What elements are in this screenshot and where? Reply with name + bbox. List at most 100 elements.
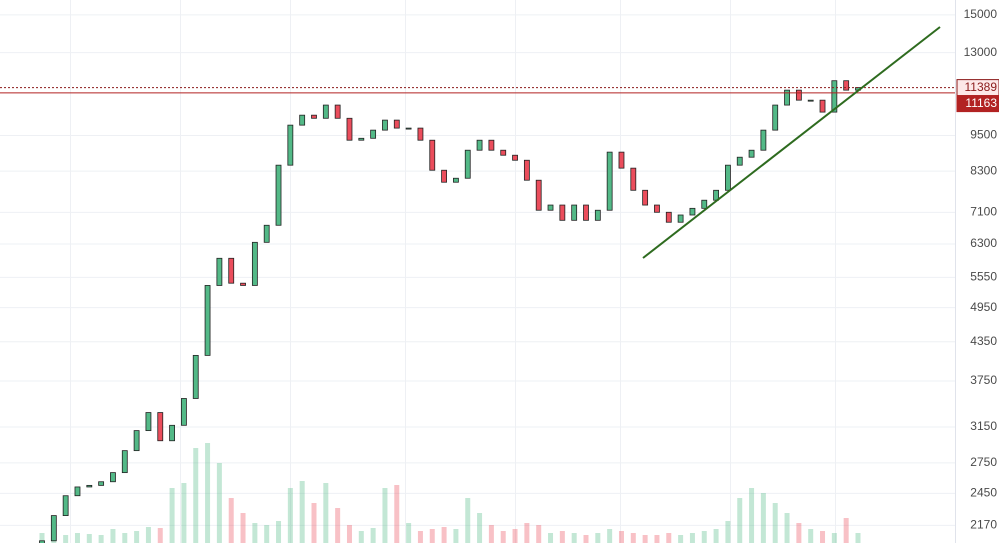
volume-bar bbox=[417, 531, 423, 543]
candle-body bbox=[476, 139, 483, 151]
volume-bar bbox=[429, 529, 435, 543]
volume-bar bbox=[465, 498, 471, 543]
volume-bar bbox=[689, 533, 695, 543]
candle-body bbox=[736, 156, 743, 166]
candle-body bbox=[275, 164, 282, 226]
volume-bar bbox=[193, 448, 199, 543]
volume-bar bbox=[701, 531, 707, 543]
volume-bar bbox=[654, 535, 660, 543]
candle-body bbox=[322, 104, 329, 119]
candle-body bbox=[630, 167, 637, 191]
candle-body bbox=[98, 481, 105, 486]
volume-bar bbox=[713, 529, 719, 543]
candle-body bbox=[594, 209, 601, 221]
candle-body bbox=[429, 139, 436, 171]
volume-bar bbox=[725, 521, 731, 543]
candle-body bbox=[547, 204, 554, 211]
volume-bar bbox=[181, 483, 187, 543]
candle-body bbox=[169, 424, 175, 442]
y-tick-label: 9500 bbox=[970, 128, 997, 142]
candle-body bbox=[843, 80, 850, 91]
volume-bar bbox=[820, 531, 826, 543]
volume-bar bbox=[145, 527, 151, 543]
candle-body bbox=[287, 124, 294, 166]
volume-bar bbox=[524, 523, 530, 543]
volume-bar bbox=[276, 521, 282, 543]
candle-body bbox=[535, 179, 542, 211]
candle-body bbox=[86, 484, 93, 488]
candle-body bbox=[311, 114, 317, 119]
volume-bar bbox=[500, 531, 506, 543]
price-label: 11389 bbox=[965, 80, 998, 94]
candle-body bbox=[654, 204, 660, 213]
candle-body bbox=[110, 472, 116, 483]
candle-body bbox=[453, 177, 459, 183]
candle-body bbox=[559, 204, 566, 221]
volume-bar bbox=[382, 488, 388, 543]
volume-bar bbox=[607, 529, 613, 543]
y-tick-label: 7100 bbox=[970, 205, 997, 219]
candle-body bbox=[701, 199, 708, 209]
candle-body bbox=[523, 159, 530, 181]
volume-bar bbox=[264, 525, 270, 543]
candle-body bbox=[760, 129, 767, 151]
volume-bar bbox=[512, 529, 518, 543]
y-tick-label: 6300 bbox=[970, 236, 997, 250]
volume-bar bbox=[855, 533, 861, 543]
candle-body bbox=[606, 151, 613, 211]
candle-body bbox=[181, 398, 187, 426]
volume-bar bbox=[98, 535, 104, 543]
volume-bar bbox=[808, 529, 814, 543]
candle-body bbox=[405, 127, 412, 130]
candle-body bbox=[677, 214, 684, 223]
volume-bar bbox=[323, 483, 329, 543]
volume-bar bbox=[335, 508, 341, 543]
volume-bar bbox=[618, 531, 624, 543]
volume-bar bbox=[299, 481, 305, 543]
candle-body bbox=[689, 207, 696, 216]
volume-bar bbox=[666, 533, 672, 543]
candle-body bbox=[665, 211, 672, 223]
volume-bar bbox=[441, 527, 447, 543]
candle-body bbox=[346, 117, 353, 141]
y-tick-label: 2450 bbox=[970, 486, 997, 500]
volume-bar bbox=[749, 488, 755, 543]
volume-bar bbox=[63, 535, 69, 543]
volume-bar bbox=[559, 531, 565, 543]
candle-body bbox=[74, 486, 81, 497]
volume-bar bbox=[240, 513, 246, 543]
candle-body bbox=[62, 495, 69, 516]
candle-body bbox=[748, 149, 755, 158]
candle-body bbox=[39, 540, 45, 543]
candle-body bbox=[192, 354, 199, 399]
candle-body bbox=[358, 137, 365, 141]
volume-bar bbox=[536, 525, 542, 543]
trend-line bbox=[642, 26, 941, 259]
candle-body bbox=[157, 412, 164, 442]
candle-body bbox=[382, 119, 388, 131]
volume-bar bbox=[595, 533, 601, 543]
volume-bar bbox=[394, 485, 400, 543]
volume-bar bbox=[134, 531, 140, 543]
volume-bar bbox=[642, 535, 648, 543]
volume-bar bbox=[737, 498, 743, 543]
candle-body bbox=[50, 515, 57, 542]
candle-body bbox=[500, 149, 507, 156]
candle-body bbox=[819, 99, 826, 113]
candle-body bbox=[571, 204, 578, 221]
candle-body bbox=[393, 119, 400, 129]
candle-body bbox=[228, 257, 235, 284]
candle-body bbox=[725, 164, 731, 191]
y-tick-label: 15000 bbox=[964, 7, 998, 21]
y-tick-label: 13000 bbox=[964, 45, 998, 59]
candle-body bbox=[240, 282, 246, 286]
candle-body bbox=[216, 257, 223, 286]
y-tick-label: 5550 bbox=[970, 270, 997, 284]
volume-bar bbox=[110, 529, 116, 543]
price-label-box bbox=[956, 95, 999, 113]
volume-bar bbox=[346, 525, 352, 543]
volume-bar bbox=[796, 523, 802, 543]
candle-body bbox=[133, 430, 140, 452]
candle-body bbox=[299, 114, 306, 126]
